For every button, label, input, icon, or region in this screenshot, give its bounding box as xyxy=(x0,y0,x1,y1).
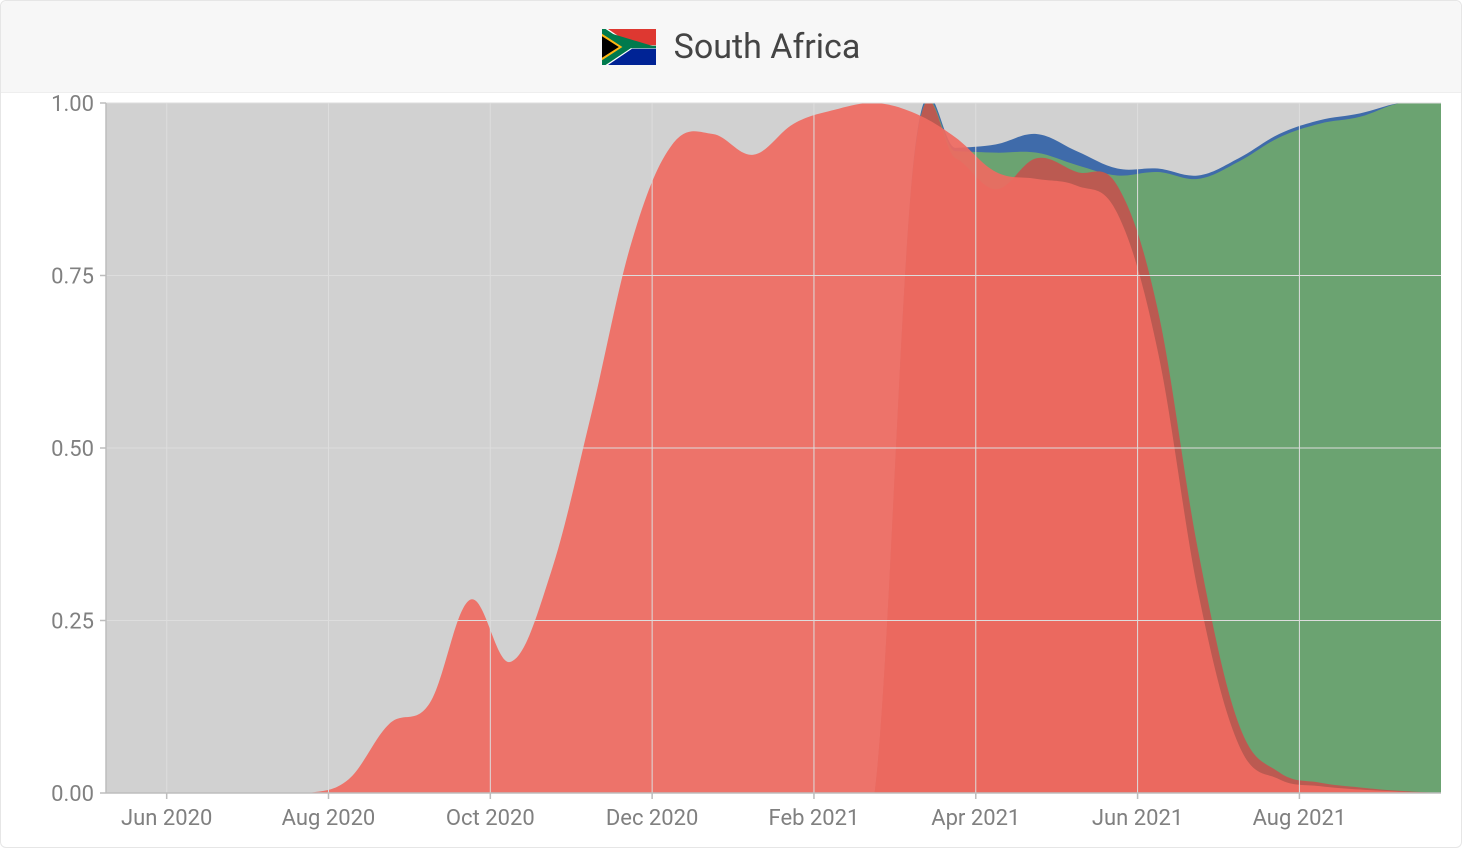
flag-svg xyxy=(602,29,656,65)
y-tick-label: 0.50 xyxy=(51,437,94,462)
area-chart: 0.00 0.25 0.50 0.75 1.00 Jun 2020 Aug 2020 Oct … xyxy=(1,93,1461,849)
y-axis: 0.00 0.25 0.50 0.75 1.00 xyxy=(51,93,106,807)
x-tick-label: Aug 2020 xyxy=(282,806,376,831)
x-tick-label: Oct 2020 xyxy=(446,806,535,831)
card-header: South Africa xyxy=(1,1,1461,93)
y-tick-label: 0.00 xyxy=(51,782,94,807)
y-tick-label: 1.00 xyxy=(51,93,94,117)
x-tick-label: Dec 2020 xyxy=(606,806,699,831)
x-tick-label: Jun 2020 xyxy=(121,806,212,831)
chart-card: South Africa 0.00 0.25 0.50 0.75 1.00 Jun 202… xyxy=(0,0,1462,848)
flag-icon xyxy=(602,29,656,65)
x-tick-label: Jun 2021 xyxy=(1092,806,1183,831)
card-title: South Africa xyxy=(674,27,861,67)
y-tick-label: 0.25 xyxy=(51,610,94,635)
x-tick-label: Feb 2021 xyxy=(769,806,860,831)
x-tick-label: Aug 2021 xyxy=(1253,806,1347,831)
y-tick-label: 0.75 xyxy=(51,265,94,290)
x-axis: Jun 2020 Aug 2020 Oct 2020 Dec 2020 Feb 2021… xyxy=(121,793,1346,831)
x-tick-label: Apr 2021 xyxy=(931,806,1020,831)
